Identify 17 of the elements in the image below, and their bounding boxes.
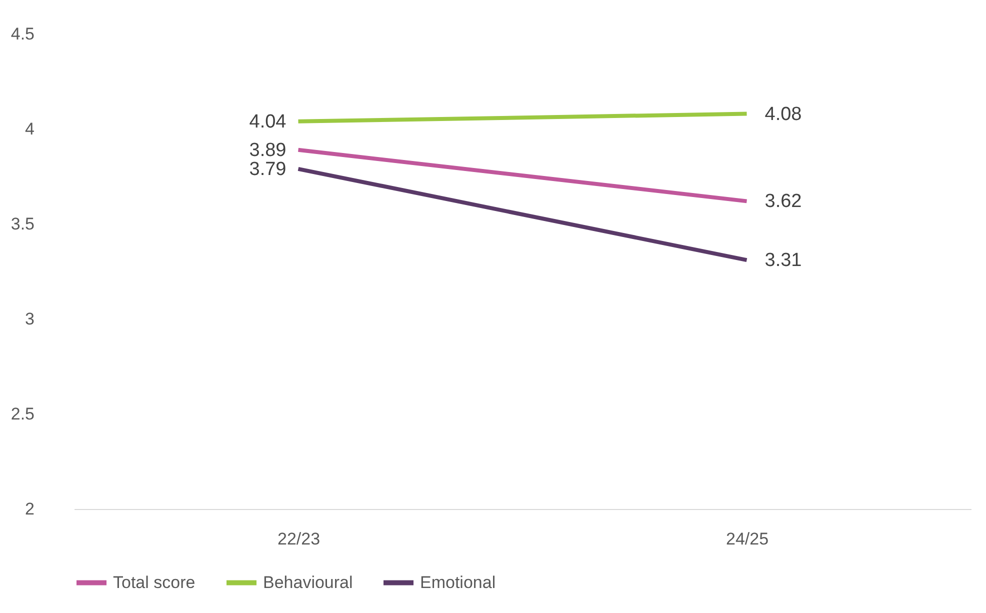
legend-label: Emotional	[420, 572, 496, 592]
x-tick-label: 22/23	[277, 530, 320, 548]
y-tick-label: 2.5	[10, 404, 34, 424]
legend-label: Behavioural	[263, 572, 353, 592]
y-tick-label: 3	[25, 310, 34, 328]
x-tick-label: 24/25	[726, 530, 769, 548]
y-tick-label: 4.5	[10, 24, 34, 44]
y-tick-label: 3.5	[10, 214, 34, 234]
data-label: 4.08	[764, 104, 802, 125]
data-label: 3.62	[764, 191, 802, 212]
data-label: 4.04	[249, 111, 287, 132]
data-label: 3.79	[249, 158, 286, 180]
legend-label: Total score	[113, 572, 196, 592]
y-tick-label: 4	[25, 120, 34, 138]
data-label: 3.31	[764, 250, 802, 272]
data-label: 3.89	[249, 140, 286, 161]
y-tick-label: 2	[25, 500, 34, 518]
